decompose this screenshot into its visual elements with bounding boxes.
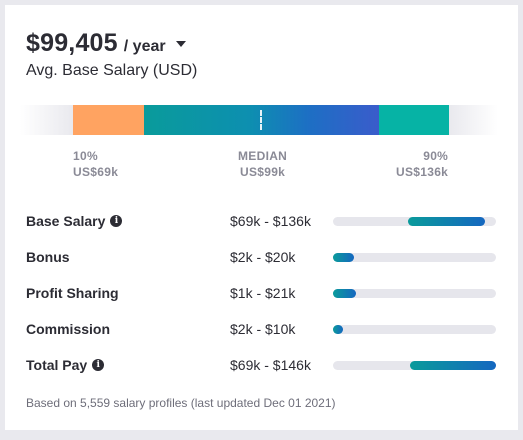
pay-row-fill <box>333 253 355 262</box>
salary-caption: Avg. Base Salary (USD) <box>26 62 198 79</box>
range-segment-low <box>73 105 144 135</box>
pay-row-label-text: Commission <box>26 321 111 337</box>
pay-row-range: $2k - $20k <box>230 249 296 265</box>
salary-card: $99,405 / year Avg. Base Salary (USD) 10… <box>5 5 518 430</box>
pay-row-fill <box>333 325 343 334</box>
pay-row-base-salary: Base Salary i $69k - $136k <box>26 213 498 249</box>
pay-row-track <box>333 217 496 226</box>
pay-row-label-text: Base Salary <box>26 213 106 229</box>
salary-header: $99,405 / year <box>26 29 186 58</box>
pay-period-dropdown[interactable]: / year <box>118 38 186 56</box>
salary-amount: $99,405 <box>26 29 118 57</box>
pay-row-total-pay: Total Pay i $69k - $146k <box>26 357 498 393</box>
chevron-down-icon <box>175 41 186 47</box>
pay-row-track <box>333 289 496 298</box>
pay-row-label-text: Bonus <box>26 249 70 265</box>
pay-row-bonus: Bonus $2k - $20k <box>26 249 498 285</box>
pay-row-fill <box>409 361 496 370</box>
pay-row-label: Total Pay i <box>26 357 105 373</box>
pay-row-label-text: Total Pay <box>26 357 88 373</box>
pay-row-label: Commission <box>26 321 110 337</box>
pay-row-profit-sharing: Profit Sharing $1k - $21k <box>26 285 498 321</box>
pay-breakdown: Base Salary i $69k - $136k Bonus $2k - $… <box>26 213 498 393</box>
info-icon[interactable]: i <box>92 359 105 371</box>
pay-row-fill <box>333 289 356 298</box>
percentile-10-value: US$69k <box>73 165 119 179</box>
salary-range-bar <box>20 105 498 135</box>
percentile-90-label: 90% <box>423 149 449 163</box>
percentile-90: 90% US$136k <box>396 148 448 180</box>
pay-row-range: $2k - $10k <box>230 321 296 337</box>
pay-row-fill <box>407 217 485 226</box>
median-marker <box>260 110 262 130</box>
range-fade-right <box>449 105 498 135</box>
pay-row-label-text: Profit Sharing <box>26 285 119 301</box>
pay-row-track <box>333 361 496 370</box>
range-fade-left <box>20 105 73 135</box>
pay-row-track <box>333 325 496 334</box>
pay-row-commission: Commission $2k - $10k <box>26 321 498 357</box>
pay-period-label: / year <box>123 38 166 55</box>
percentile-median-value: US$99k <box>239 165 286 179</box>
percentile-median-label: MEDIAN <box>238 149 288 163</box>
info-icon[interactable]: i <box>110 215 123 227</box>
pay-row-range: $1k - $21k <box>230 285 296 301</box>
percentile-median: MEDIAN US$99k <box>238 148 287 180</box>
range-segment-high <box>379 105 449 135</box>
pay-row-label: Profit Sharing <box>26 285 119 301</box>
footnote: Based on 5,559 salary profiles (last upd… <box>26 396 336 410</box>
pay-row-range: $69k - $136k <box>230 213 311 229</box>
pay-row-label: Bonus <box>26 249 70 265</box>
percentile-10: 10% US$69k <box>73 148 118 180</box>
pay-row-track <box>333 253 496 262</box>
pay-row-range: $69k - $146k <box>230 357 311 373</box>
percentile-90-value: US$136k <box>396 165 449 179</box>
pay-row-label: Base Salary i <box>26 213 123 229</box>
percentile-10-label: 10% <box>73 149 98 163</box>
